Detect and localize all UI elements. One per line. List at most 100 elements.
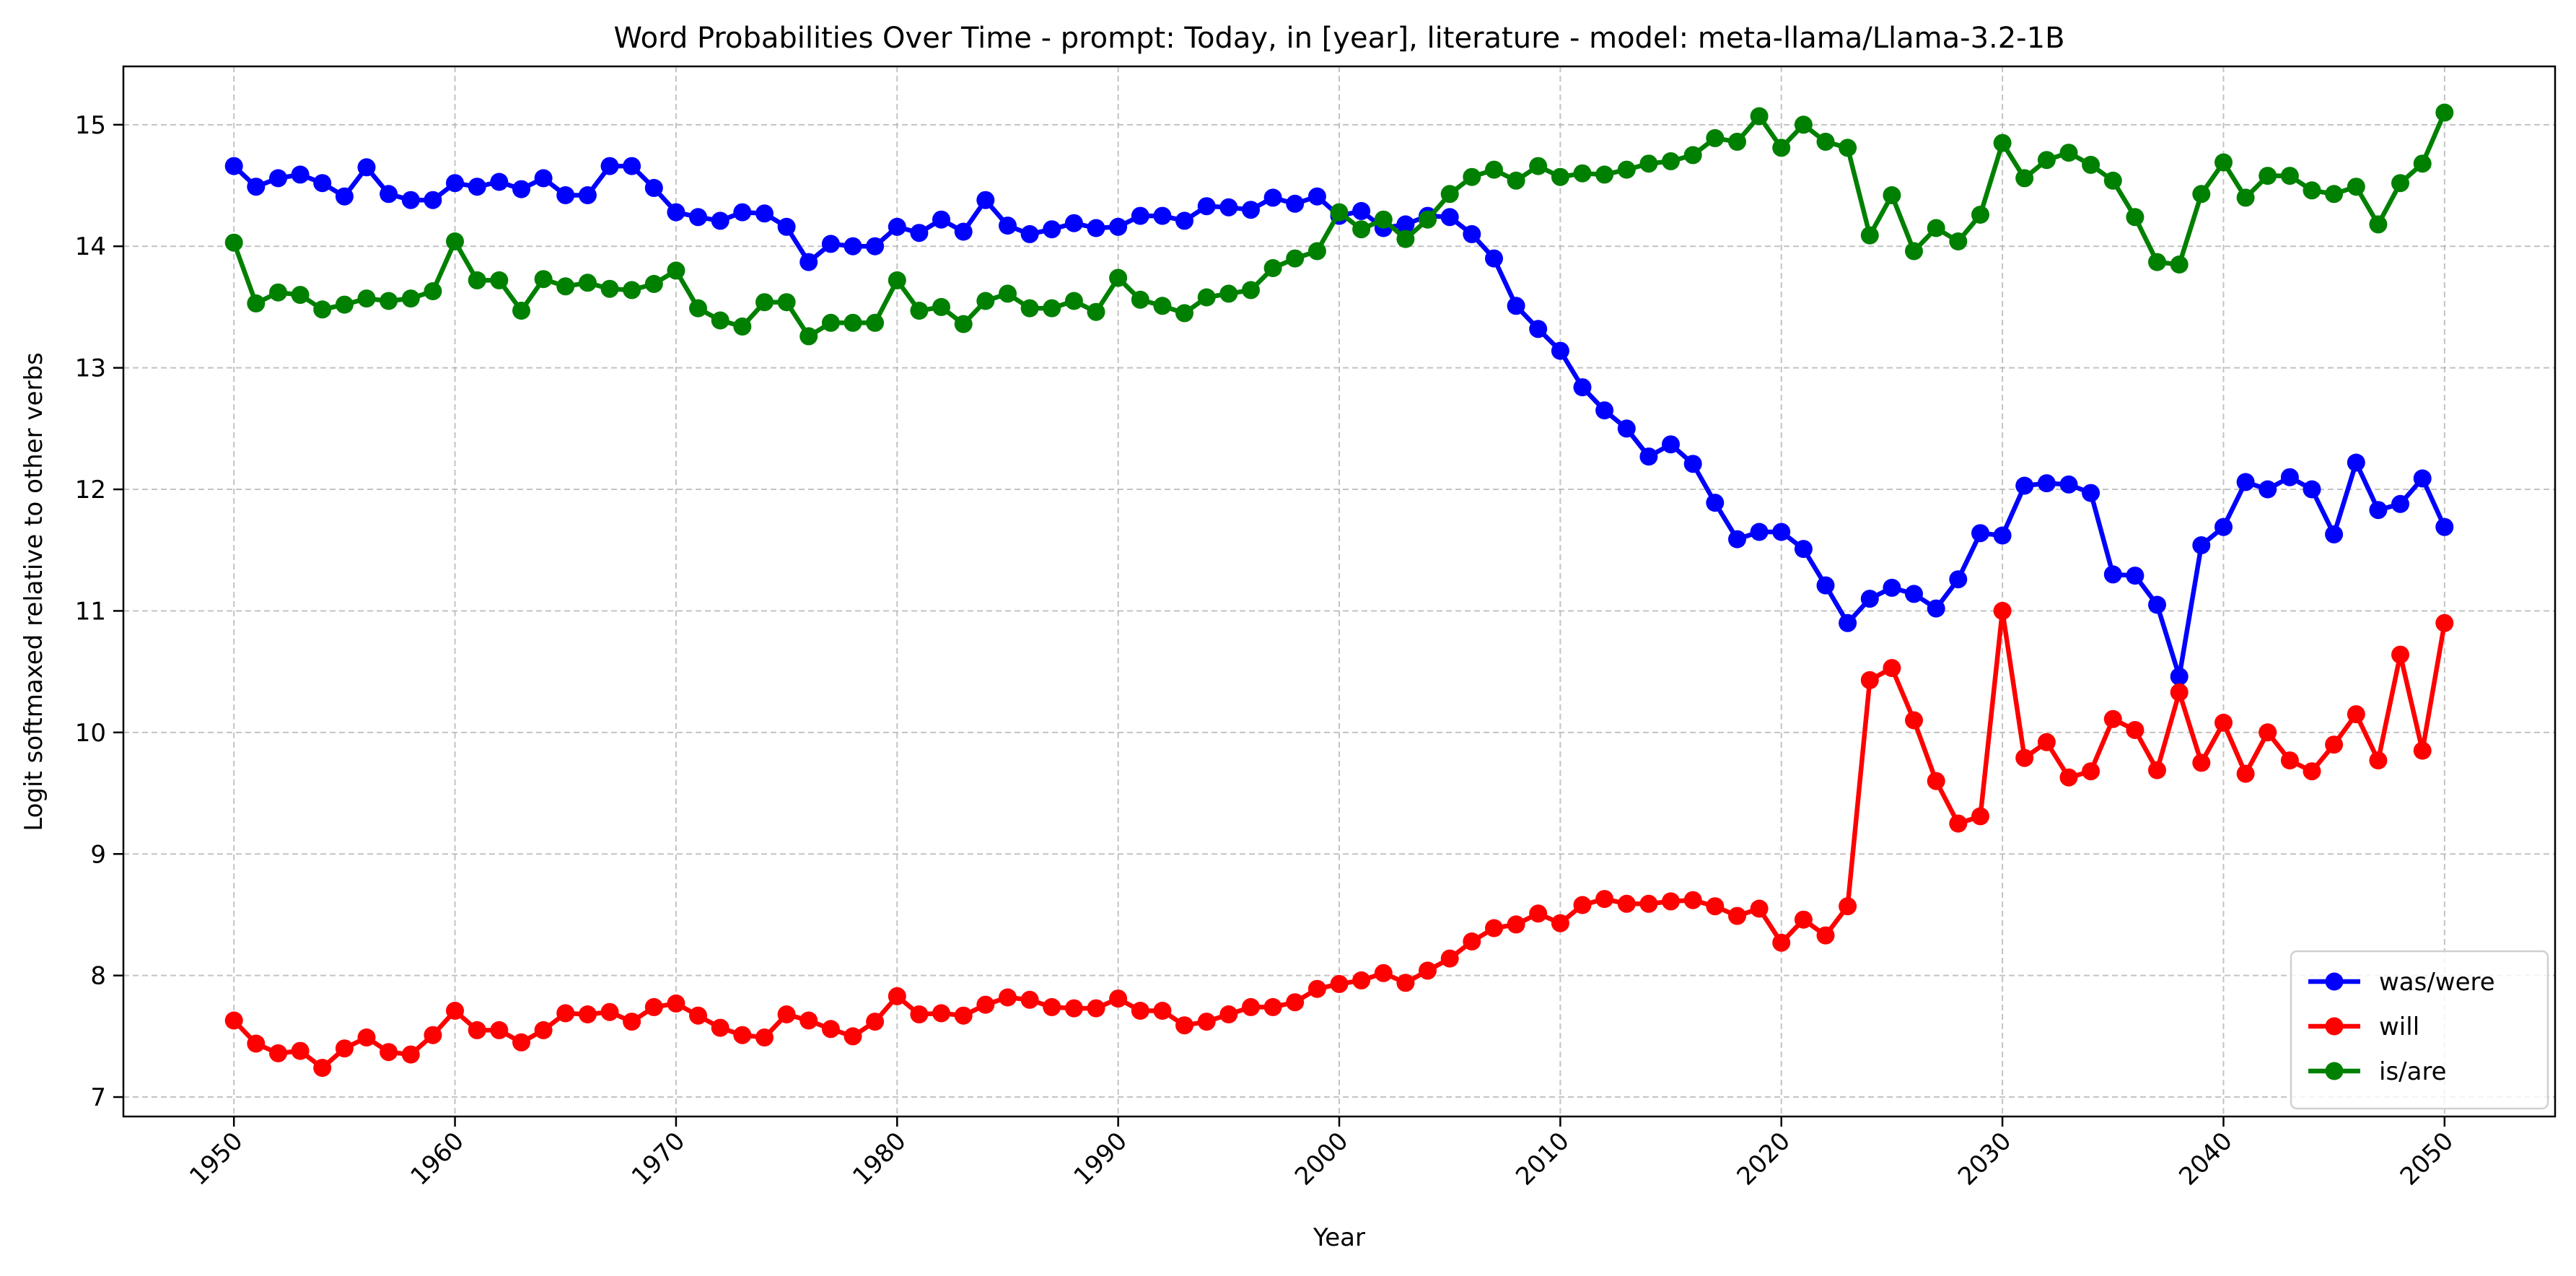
data-point bbox=[1396, 230, 1415, 248]
x-tick-label: 2030 bbox=[1953, 1127, 2017, 1191]
data-point bbox=[224, 1011, 243, 1030]
data-point bbox=[1551, 167, 1569, 186]
data-point bbox=[1020, 299, 1039, 318]
data-point bbox=[667, 261, 685, 280]
data-point bbox=[910, 224, 929, 242]
data-point bbox=[1242, 281, 1260, 300]
legend-label: was/were bbox=[2379, 968, 2495, 997]
y-axis-label: Logit softmaxed relative to other verbs bbox=[19, 352, 48, 831]
data-point bbox=[2148, 595, 2166, 614]
data-point bbox=[1020, 990, 1039, 1009]
data-point bbox=[2192, 536, 2211, 554]
data-point bbox=[2391, 645, 2409, 664]
data-point bbox=[2082, 762, 2100, 781]
data-point bbox=[777, 217, 796, 236]
data-point bbox=[1485, 249, 1503, 268]
data-point bbox=[844, 237, 862, 255]
data-point bbox=[1860, 670, 1879, 689]
data-point bbox=[1507, 297, 1525, 315]
data-point bbox=[1927, 599, 1945, 618]
data-point bbox=[1131, 206, 1149, 225]
data-point bbox=[2435, 103, 2454, 122]
data-point bbox=[667, 994, 685, 1013]
data-point bbox=[357, 1028, 376, 1046]
data-point bbox=[932, 210, 950, 229]
data-point bbox=[1219, 198, 1238, 217]
data-point bbox=[932, 1004, 950, 1023]
data-point bbox=[1927, 219, 1945, 237]
x-tick-label: 2010 bbox=[1510, 1127, 1574, 1191]
data-point bbox=[468, 1021, 486, 1039]
data-point bbox=[888, 271, 906, 289]
series-line bbox=[231, 163, 2448, 679]
data-point bbox=[1175, 304, 1193, 323]
y-tick-label: 10 bbox=[75, 719, 106, 748]
y-tick-label: 9 bbox=[90, 840, 106, 869]
data-point bbox=[578, 274, 597, 292]
data-point bbox=[1529, 157, 1548, 175]
data-point bbox=[2391, 174, 2409, 193]
data-point bbox=[446, 174, 464, 193]
data-point bbox=[2126, 208, 2145, 227]
data-point bbox=[1839, 897, 1857, 916]
x-tick-label: 2040 bbox=[2173, 1127, 2238, 1191]
data-point bbox=[1529, 904, 1548, 923]
data-point bbox=[2259, 167, 2277, 185]
data-point bbox=[999, 217, 1017, 235]
data-point bbox=[2214, 153, 2233, 172]
data-point bbox=[888, 217, 906, 236]
data-point bbox=[2325, 525, 2344, 543]
data-point bbox=[910, 302, 929, 320]
data-point bbox=[1662, 435, 1680, 454]
data-point bbox=[424, 282, 442, 300]
data-point bbox=[2347, 453, 2365, 472]
data-point bbox=[2170, 683, 2189, 702]
data-point bbox=[711, 311, 730, 330]
data-point bbox=[380, 1043, 398, 1062]
data-point bbox=[2037, 474, 2056, 493]
x-tick-label: 2020 bbox=[1732, 1127, 1796, 1191]
data-point bbox=[490, 1021, 509, 1039]
data-point bbox=[1728, 906, 1746, 925]
data-point bbox=[446, 1002, 464, 1020]
data-point bbox=[2192, 185, 2211, 204]
data-point bbox=[424, 191, 442, 209]
data-point bbox=[2059, 144, 2078, 162]
data-point bbox=[2303, 480, 2321, 499]
x-tick-label: 1990 bbox=[1069, 1127, 1133, 1191]
data-point bbox=[1242, 997, 1260, 1016]
legend-label: is/are bbox=[2379, 1057, 2447, 1086]
data-point bbox=[291, 286, 310, 305]
data-point bbox=[644, 274, 663, 293]
data-point bbox=[1197, 1013, 1216, 1031]
data-point bbox=[1440, 185, 1459, 204]
data-point bbox=[2413, 154, 2432, 173]
data-point bbox=[1706, 494, 1725, 512]
data-point bbox=[1352, 220, 1371, 239]
legend-swatch-marker bbox=[2325, 1062, 2344, 1080]
data-point bbox=[468, 178, 486, 196]
data-point bbox=[490, 172, 509, 191]
data-point bbox=[733, 203, 752, 222]
data-point bbox=[1617, 160, 1636, 179]
data-point bbox=[1927, 772, 1945, 790]
data-point bbox=[1153, 1002, 1172, 1020]
data-point bbox=[2303, 762, 2321, 781]
data-point bbox=[1109, 217, 1128, 236]
data-point bbox=[1485, 919, 1503, 938]
data-point bbox=[1617, 894, 1636, 913]
data-point bbox=[954, 1006, 973, 1025]
data-point bbox=[777, 1005, 796, 1023]
legend-label: will bbox=[2379, 1013, 2419, 1041]
data-point bbox=[1662, 892, 1680, 911]
data-point bbox=[1286, 993, 1305, 1012]
data-point bbox=[1883, 186, 1901, 204]
data-point bbox=[335, 295, 354, 314]
data-point bbox=[644, 997, 663, 1016]
data-point bbox=[1529, 320, 1548, 338]
data-point bbox=[357, 289, 376, 308]
data-point bbox=[1949, 814, 1968, 833]
data-point bbox=[2259, 723, 2277, 742]
data-point bbox=[357, 158, 376, 177]
